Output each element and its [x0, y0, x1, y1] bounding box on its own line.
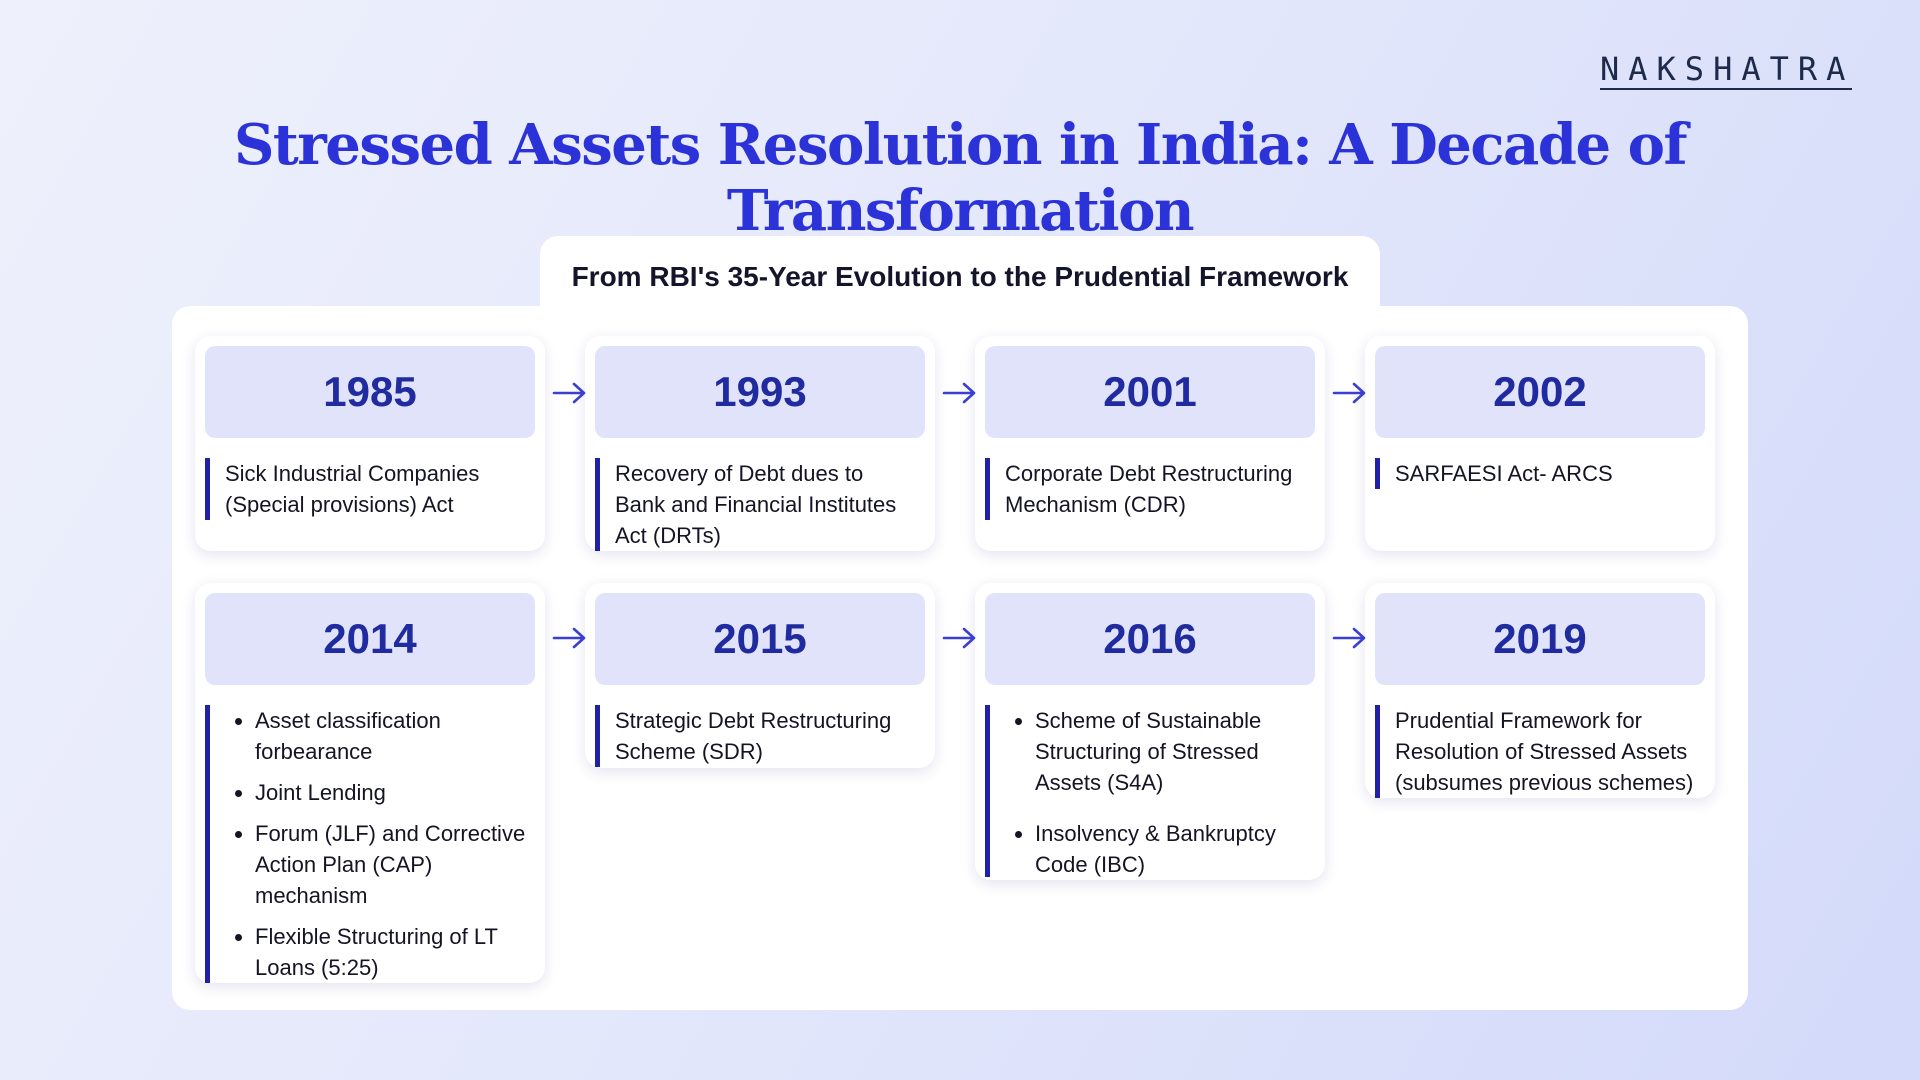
milestone-year: 2019 — [1375, 593, 1705, 685]
arrow-right-icon — [942, 627, 976, 649]
milestone-year: 2001 — [985, 346, 1315, 438]
arrow-right-icon — [1332, 382, 1366, 404]
milestone-description: Scheme of Sustainable Structuring of Str… — [985, 705, 1315, 877]
milestone-card: 2016 Scheme of Sustainable Structuring o… — [975, 583, 1325, 880]
milestone-text: Prudential Framework for Resolution of S… — [1395, 708, 1694, 795]
milestone-description: Asset classification forbearance Joint L… — [205, 705, 535, 983]
arrow-right-icon — [552, 382, 586, 404]
milestone-card: 2014 Asset classification forbearance Jo… — [195, 583, 545, 983]
page-title: Stressed Assets Resolution in India: A D… — [233, 112, 1688, 244]
milestone-card: 2002 SARFAESI Act- ARCS — [1365, 336, 1715, 551]
milestone-bullet: Flexible Structuring of LT Loans (5:25) — [255, 921, 527, 983]
milestone-text: Strategic Debt Restructuring Scheme (SDR… — [615, 708, 892, 764]
milestone-card: 2015 Strategic Debt Restructuring Scheme… — [585, 583, 935, 768]
milestone-bullet: Forum (JLF) and Corrective Action Plan (… — [255, 818, 527, 911]
brand-logo: NAKSHATRA — [1600, 50, 1855, 90]
milestone-text: Corporate Debt Restructuring Mechanism (… — [1005, 461, 1293, 517]
milestone-bullet: Joint Lending — [255, 777, 527, 808]
arrow-right-icon — [942, 382, 976, 404]
milestone-year: 1985 — [205, 346, 535, 438]
milestone-description: Strategic Debt Restructuring Scheme (SDR… — [595, 705, 925, 767]
milestone-card: 2001 Corporate Debt Restructuring Mechan… — [975, 336, 1325, 551]
milestone-bullet-list: Asset classification forbearance Joint L… — [225, 705, 527, 983]
milestone-description: Corporate Debt Restructuring Mechanism (… — [985, 458, 1315, 520]
arrow-right-icon — [1332, 627, 1366, 649]
milestone-bullet: Asset classification forbearance — [255, 705, 527, 767]
milestone-year: 1993 — [595, 346, 925, 438]
milestone-bullet-list: Scheme of Sustainable Structuring of Str… — [1005, 705, 1307, 880]
milestone-description: SARFAESI Act- ARCS — [1375, 458, 1705, 489]
milestone-card: 1985 Sick Industrial Companies (Special … — [195, 336, 545, 551]
milestone-description: Prudential Framework for Resolution of S… — [1375, 705, 1705, 798]
milestone-text: Sick Industrial Companies (Special provi… — [225, 461, 480, 517]
milestone-description: Sick Industrial Companies (Special provi… — [205, 458, 535, 520]
milestone-year: 2016 — [985, 593, 1315, 685]
milestone-bullet: Scheme of Sustainable Structuring of Str… — [1035, 705, 1307, 798]
milestone-text: Recovery of Debt dues to Bank and Financ… — [615, 461, 897, 548]
milestone-year: 2002 — [1375, 346, 1705, 438]
arrow-right-icon — [552, 627, 586, 649]
milestone-bullet: Insolvency & Bankruptcy Code (IBC) — [1035, 818, 1307, 880]
milestone-year: 2015 — [595, 593, 925, 685]
panel-heading: From RBI's 35-Year Evolution to the Prud… — [540, 236, 1380, 314]
milestone-year: 2014 — [205, 593, 535, 685]
milestone-card: 2019 Prudential Framework for Resolution… — [1365, 583, 1715, 798]
milestone-card: 1993 Recovery of Debt dues to Bank and F… — [585, 336, 935, 551]
milestone-text: SARFAESI Act- ARCS — [1395, 461, 1613, 486]
milestone-description: Recovery of Debt dues to Bank and Financ… — [595, 458, 925, 551]
